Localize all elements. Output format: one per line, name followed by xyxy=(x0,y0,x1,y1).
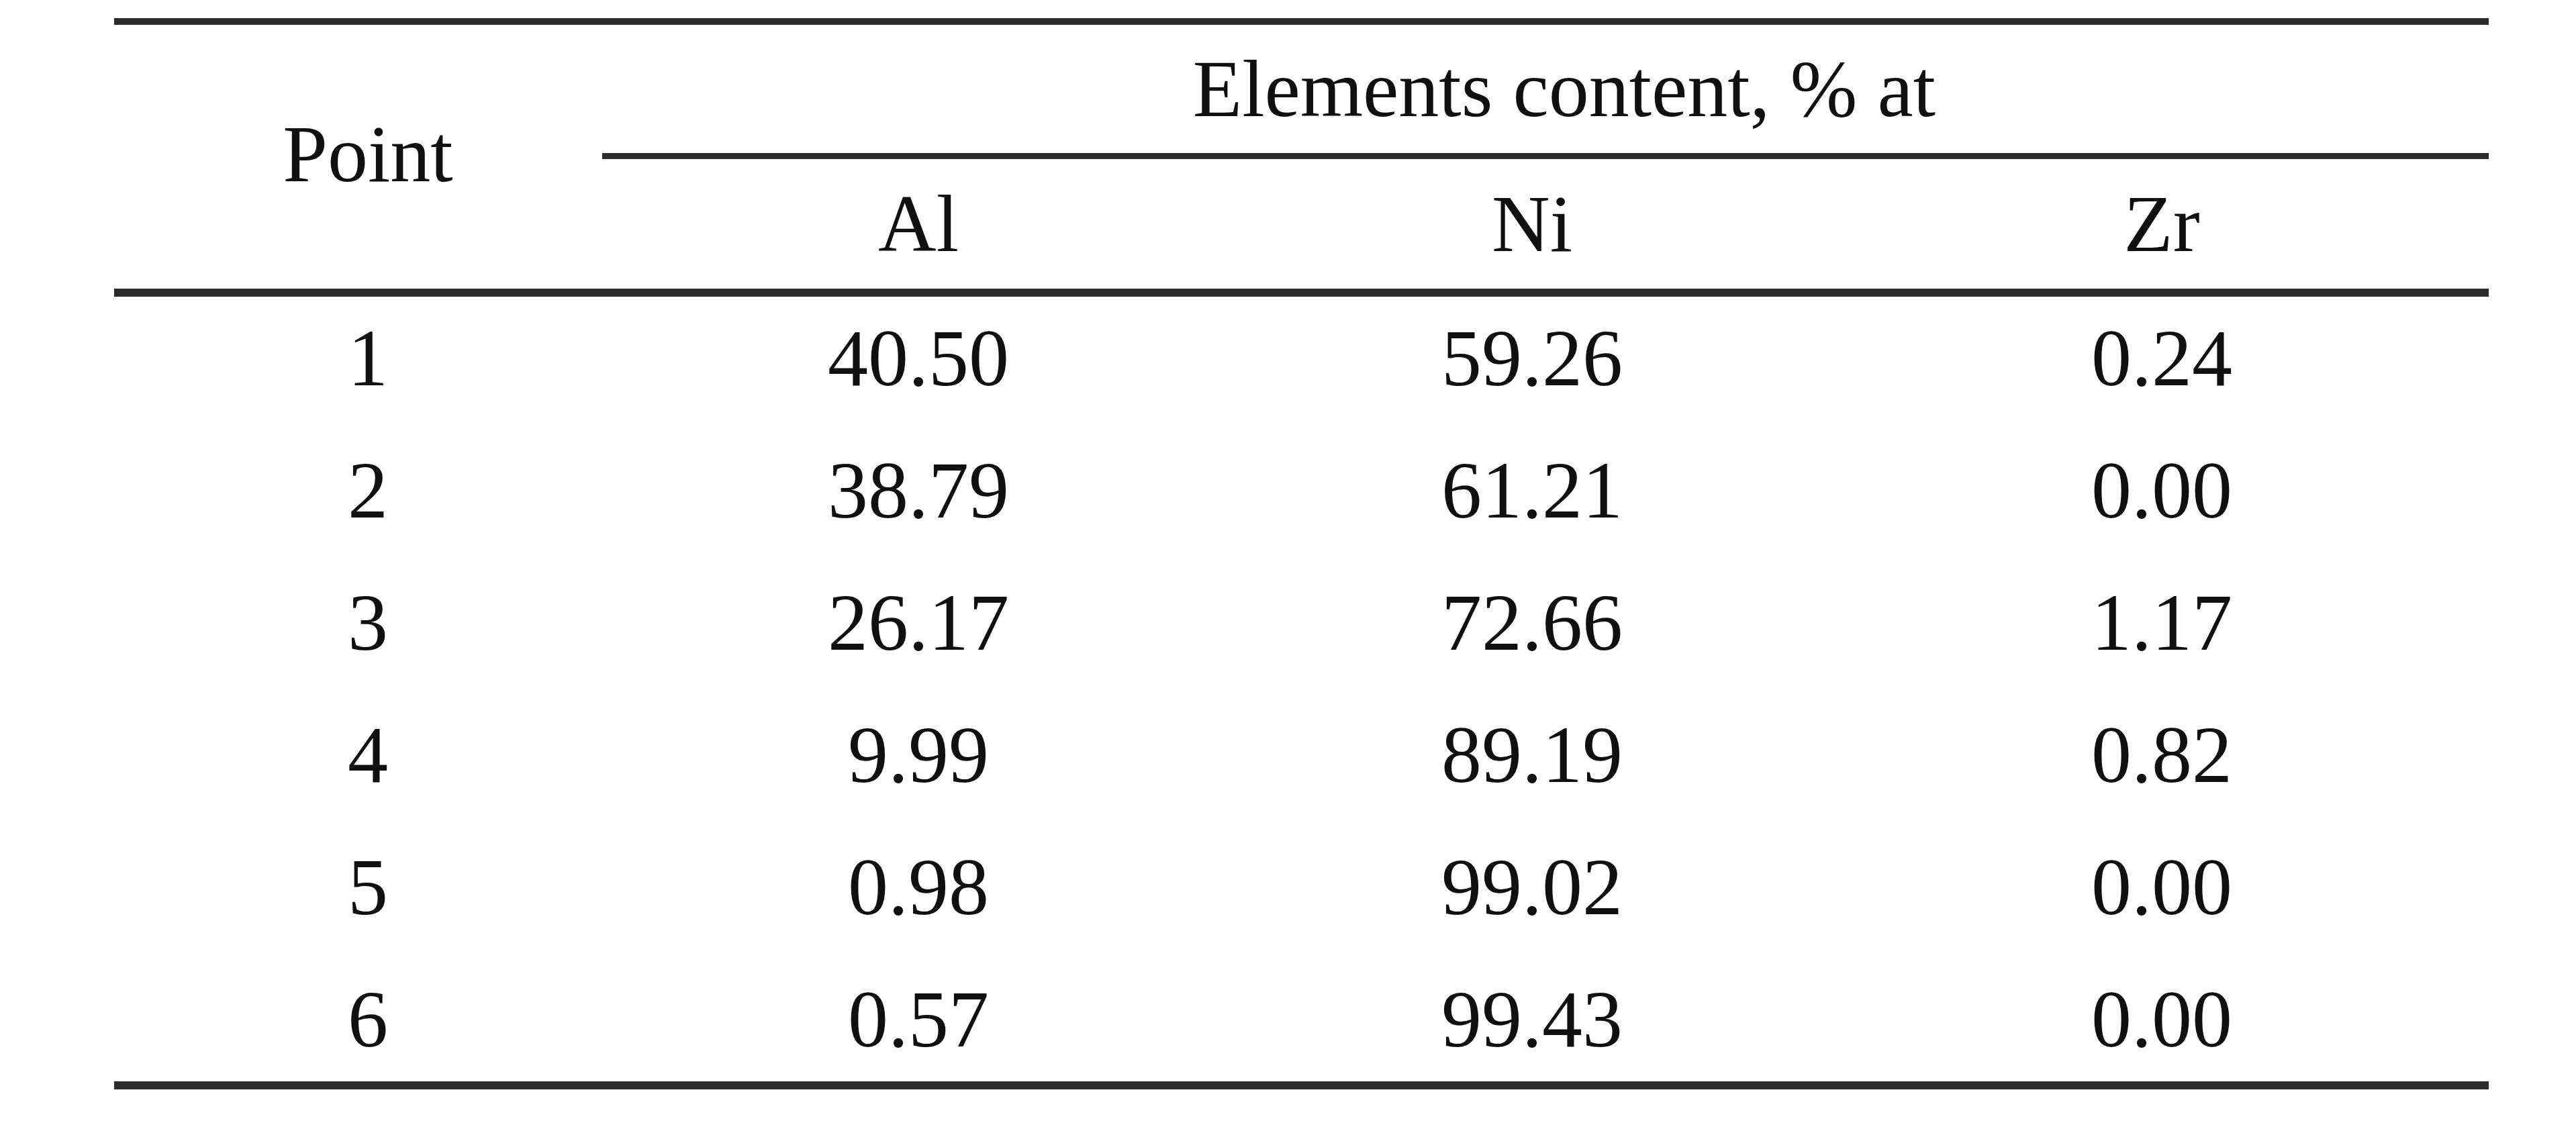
cell-al: 40.50 xyxy=(828,318,1009,399)
cell-al: 38.79 xyxy=(828,450,1009,531)
cell-al: 26.17 xyxy=(828,583,1009,663)
cell-point: 4 xyxy=(348,715,388,795)
cell-zr: 0.00 xyxy=(2091,979,2232,1060)
cell-zr: 1.17 xyxy=(2091,583,2232,663)
column-header-point: Point xyxy=(283,114,452,195)
cell-zr: 0.82 xyxy=(2091,715,2232,795)
cell-al: 9.99 xyxy=(848,715,989,795)
cell-ni: 89.19 xyxy=(1441,715,1623,795)
table-bottom-rule xyxy=(114,1081,2489,1089)
cell-al: 0.57 xyxy=(848,979,989,1060)
cell-point: 6 xyxy=(348,979,388,1060)
cell-al: 0.98 xyxy=(848,847,989,928)
table-top-rule xyxy=(114,18,2489,25)
cell-ni: 99.02 xyxy=(1441,847,1623,928)
group-header-spanner-rule xyxy=(602,153,2489,159)
cell-point: 2 xyxy=(348,450,388,531)
cell-zr: 0.00 xyxy=(2091,847,2232,928)
cell-ni: 59.26 xyxy=(1441,318,1623,399)
cell-ni: 61.21 xyxy=(1441,450,1623,531)
column-header-al: Al xyxy=(878,184,959,264)
cell-zr: 0.00 xyxy=(2091,450,2232,531)
cell-point: 1 xyxy=(348,318,388,399)
group-header-elements-content: Elements content, % at xyxy=(1193,49,1936,130)
cell-ni: 72.66 xyxy=(1441,583,1623,663)
cell-point: 5 xyxy=(348,847,388,928)
elements-content-table: Elements content, % at Point Al Ni Zr 1 … xyxy=(0,0,2576,1129)
cell-zr: 0.24 xyxy=(2091,318,2232,399)
column-header-zr: Zr xyxy=(2124,184,2199,264)
header-bottom-rule xyxy=(114,289,2489,297)
cell-point: 3 xyxy=(348,583,388,663)
column-header-ni: Ni xyxy=(1492,184,1572,264)
cell-ni: 99.43 xyxy=(1441,979,1623,1060)
